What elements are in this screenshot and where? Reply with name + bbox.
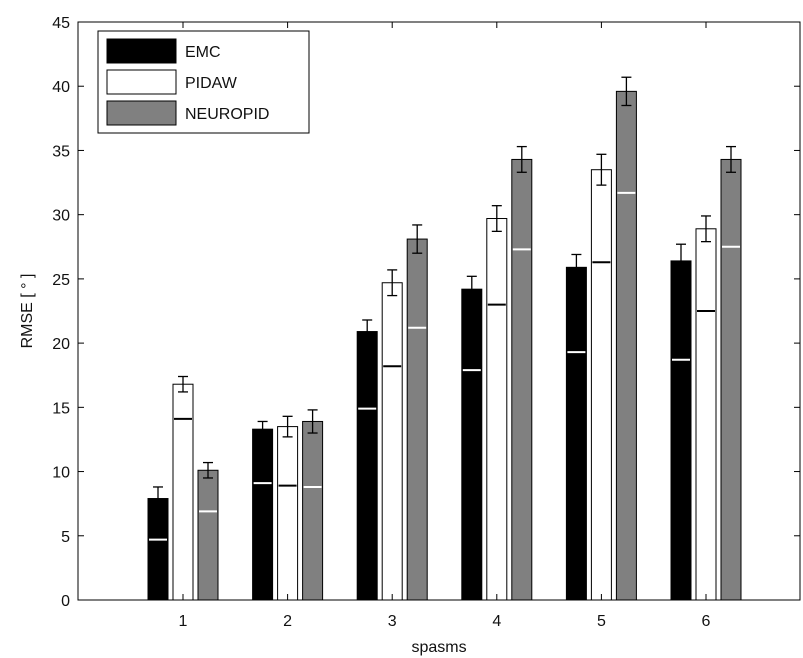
y-axis-label: RMSE [ ° ]	[19, 274, 36, 349]
error-bar	[153, 486, 163, 511]
bar-pidaw-1	[172, 383, 194, 601]
legend-label-neuropid: NEUROPID	[185, 106, 269, 123]
bar-neuropid-2	[302, 420, 324, 601]
y-tick-label: 15	[52, 400, 70, 417]
bar-neuropid-3	[406, 238, 428, 601]
legend-swatch-emc	[106, 38, 177, 64]
y-tick-label: 10	[52, 465, 70, 482]
x-tick-label: 2	[283, 613, 292, 630]
x-tick-label: 4	[492, 613, 501, 630]
bar-neuropid-6	[720, 158, 742, 601]
bar-emc-1	[147, 498, 169, 601]
x-tick-label: 6	[702, 613, 711, 630]
error-bar	[178, 375, 188, 393]
error-bar	[676, 243, 686, 279]
error-bar	[701, 215, 711, 243]
error-bar	[362, 319, 373, 344]
bar-neuropid-1	[197, 469, 219, 601]
error-bar	[387, 269, 398, 297]
error-bar	[466, 275, 477, 303]
y-tick-label: 25	[52, 272, 70, 289]
legend: EMC PIDAW NEUROPID	[97, 30, 310, 134]
y-tick-label: 30	[52, 208, 70, 225]
error-bar	[726, 145, 736, 173]
y-tick-label: 35	[52, 143, 70, 160]
y-tick-label: 5	[61, 529, 70, 546]
x-tick-label: 1	[179, 613, 188, 630]
legend-swatch-pidaw	[106, 69, 177, 95]
bar-pidaw-2	[277, 426, 299, 601]
x-axis-label: spasms	[411, 639, 466, 656]
legend-swatch-neuropid	[106, 100, 177, 126]
error-bar	[282, 415, 293, 438]
error-bar	[491, 205, 502, 233]
x-tick-label: 3	[388, 613, 397, 630]
error-bar	[596, 153, 607, 186]
y-tick-label: 20	[52, 336, 70, 353]
bar-pidaw-4	[486, 218, 508, 601]
y-axis: 0 5 10 15 20 25 30 35 40 45	[52, 15, 800, 610]
error-bar	[307, 409, 318, 434]
bar-emc-6	[670, 260, 692, 601]
y-tick-label: 40	[52, 79, 70, 96]
bar-pidaw-6	[695, 228, 717, 601]
bar-emc-5	[565, 266, 587, 601]
bar-neuropid-5	[615, 90, 637, 601]
error-bar	[203, 461, 213, 479]
error-bar	[571, 253, 582, 281]
legend-label-emc: EMC	[185, 44, 221, 61]
y-tick-label: 45	[52, 15, 70, 32]
bar-emc-4	[461, 288, 483, 601]
legend-label-pidaw: PIDAW	[185, 75, 238, 92]
y-tick-label: 0	[61, 593, 70, 610]
x-tick-label: 5	[597, 613, 606, 630]
bars-layer	[147, 76, 742, 601]
error-bar	[412, 224, 423, 254]
error-bar	[257, 420, 268, 438]
bar-emc-3	[356, 331, 378, 601]
bar-pidaw-5	[590, 169, 612, 601]
bar-neuropid-4	[511, 158, 533, 601]
bar-emc-2	[252, 428, 274, 601]
x-axis: 1 2 3 4 5 6	[179, 22, 711, 630]
error-bar	[516, 145, 527, 173]
bar-pidaw-3	[381, 282, 403, 601]
error-bar	[621, 76, 632, 107]
